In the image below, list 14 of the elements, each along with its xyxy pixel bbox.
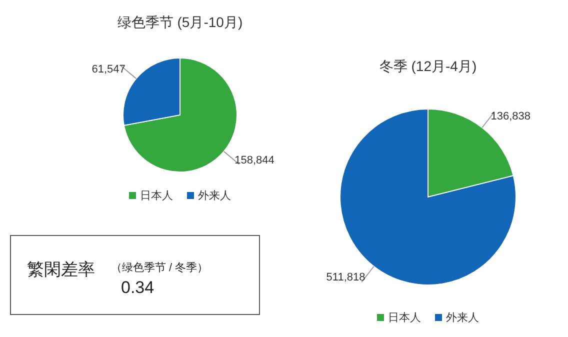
pie-slice [123,58,238,172]
data-label: 158,844 [234,154,274,166]
text: （绿色季节 / 冬季） [111,261,208,275]
legend-label: 外来人 [197,189,231,203]
chart-title: 冬季 (12月-4月) [378,58,478,76]
text: 繁閑差率 [27,259,95,281]
data-label: 61,547 [92,64,126,76]
legend-label: 日本人 [387,311,421,325]
data-label: 511,818 [326,271,366,284]
data-label: 136,838 [490,110,531,123]
legend-label: 日本人 [139,189,173,203]
text: 0.34 [121,278,154,298]
chart-title: 绿色季节 (5月-10月) [116,14,244,32]
legend-label: 外来人 [445,311,479,325]
